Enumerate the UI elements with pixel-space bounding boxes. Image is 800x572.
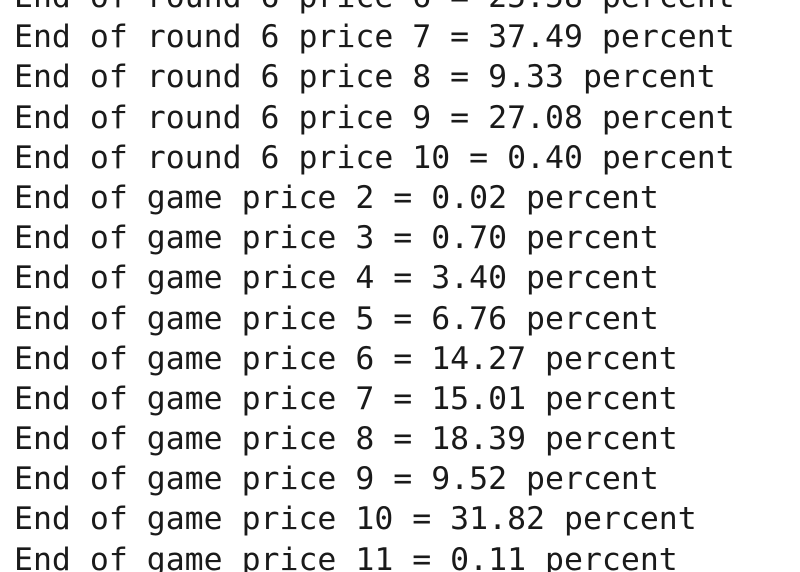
output-line: End of game price 9 = 9.52 percent — [14, 461, 659, 498]
output-line: End of game price 10 = 31.82 percent — [14, 501, 697, 538]
output-line: End of game price 6 = 14.27 percent — [14, 340, 678, 377]
output-line: End of round 6 price 8 = 9.33 percent — [14, 59, 716, 96]
output-line: End of round 6 price 9 = 27.08 percent — [14, 99, 735, 136]
output-line: End of game price 7 = 15.01 percent — [14, 380, 678, 417]
output-line: End of game price 5 = 6.76 percent — [14, 300, 659, 337]
output-line: End of game price 11 = 0.11 percent — [14, 541, 678, 572]
output-line: End of game price 3 = 0.70 percent — [14, 220, 659, 257]
output-lines: End of round 6 price 6 = 25.58 percent E… — [14, 0, 735, 572]
output-line: End of game price 8 = 18.39 percent — [14, 421, 678, 458]
output-line: End of round 6 price 7 = 37.49 percent — [14, 19, 735, 56]
output-line: End of game price 4 = 3.40 percent — [14, 260, 659, 297]
output-line: End of game price 2 = 0.02 percent — [14, 179, 659, 216]
output-line: End of round 6 price 6 = 25.58 percent — [14, 0, 735, 17]
output-line: End of round 6 price 10 = 0.40 percent — [14, 139, 735, 176]
